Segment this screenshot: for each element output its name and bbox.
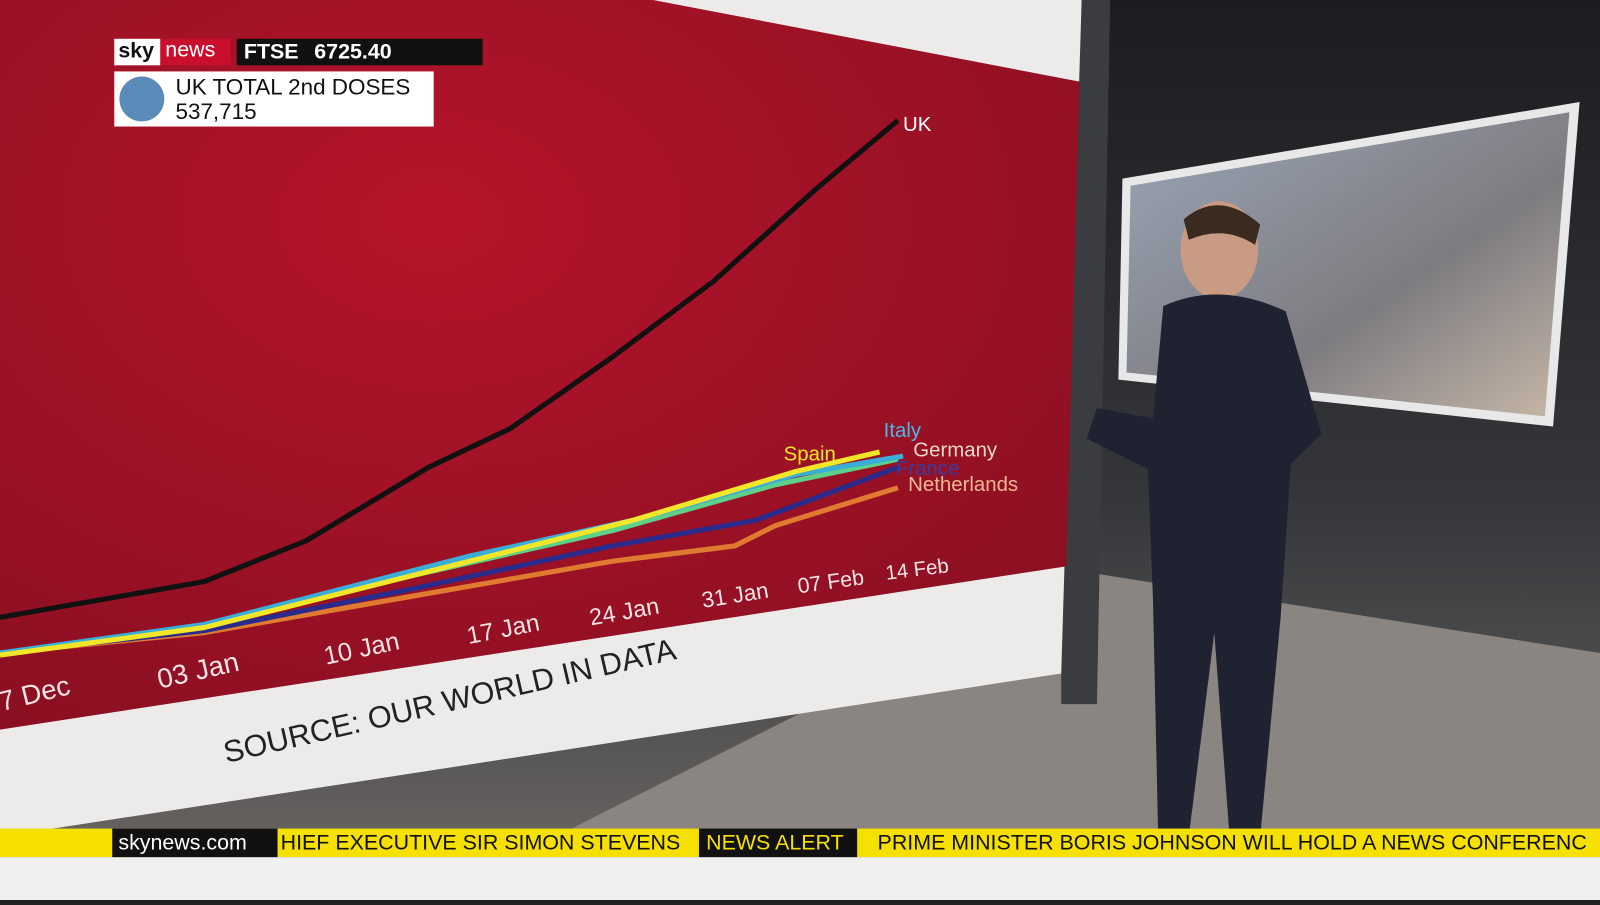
ticker-story: HIEF EXECUTIVE SIR SIMON STEVENS <box>281 831 681 855</box>
series-label: Spain <box>784 443 836 465</box>
series-label: France <box>896 458 959 480</box>
presenter <box>1086 201 1322 837</box>
ticker-site: skynews.com <box>118 831 246 855</box>
brand-sky: sky <box>118 39 154 63</box>
brand-news: news <box>165 38 215 62</box>
ftse-label: FTSE <box>244 40 299 64</box>
series-label: Italy <box>884 420 922 442</box>
stat-box <box>114 71 434 127</box>
series-label: UK <box>903 114 932 136</box>
spain-line <box>0 449 881 658</box>
series-label: Germany <box>913 439 998 461</box>
alert-box <box>698 828 858 858</box>
ticker-base <box>0 857 1600 900</box>
ticker-alert: NEWS ALERT <box>706 831 844 855</box>
stat-title: UK TOTAL 2nd DOSES <box>176 75 411 100</box>
ftse-box <box>236 38 483 66</box>
uk-line <box>0 118 900 620</box>
ftse-value: 6725.40 <box>314 40 391 64</box>
ticker-headline: PRIME MINISTER BORIS JOHNSON WILL HOLD A… <box>878 831 1587 855</box>
series-label: Netherlands <box>908 474 1018 496</box>
chart-lines <box>0 118 904 658</box>
stat-value: 537,715 <box>176 99 257 124</box>
brand-sky-bg <box>114 38 161 66</box>
chart-area <box>0 0 1080 730</box>
site-box <box>112 828 278 858</box>
globe-icon <box>119 76 165 122</box>
